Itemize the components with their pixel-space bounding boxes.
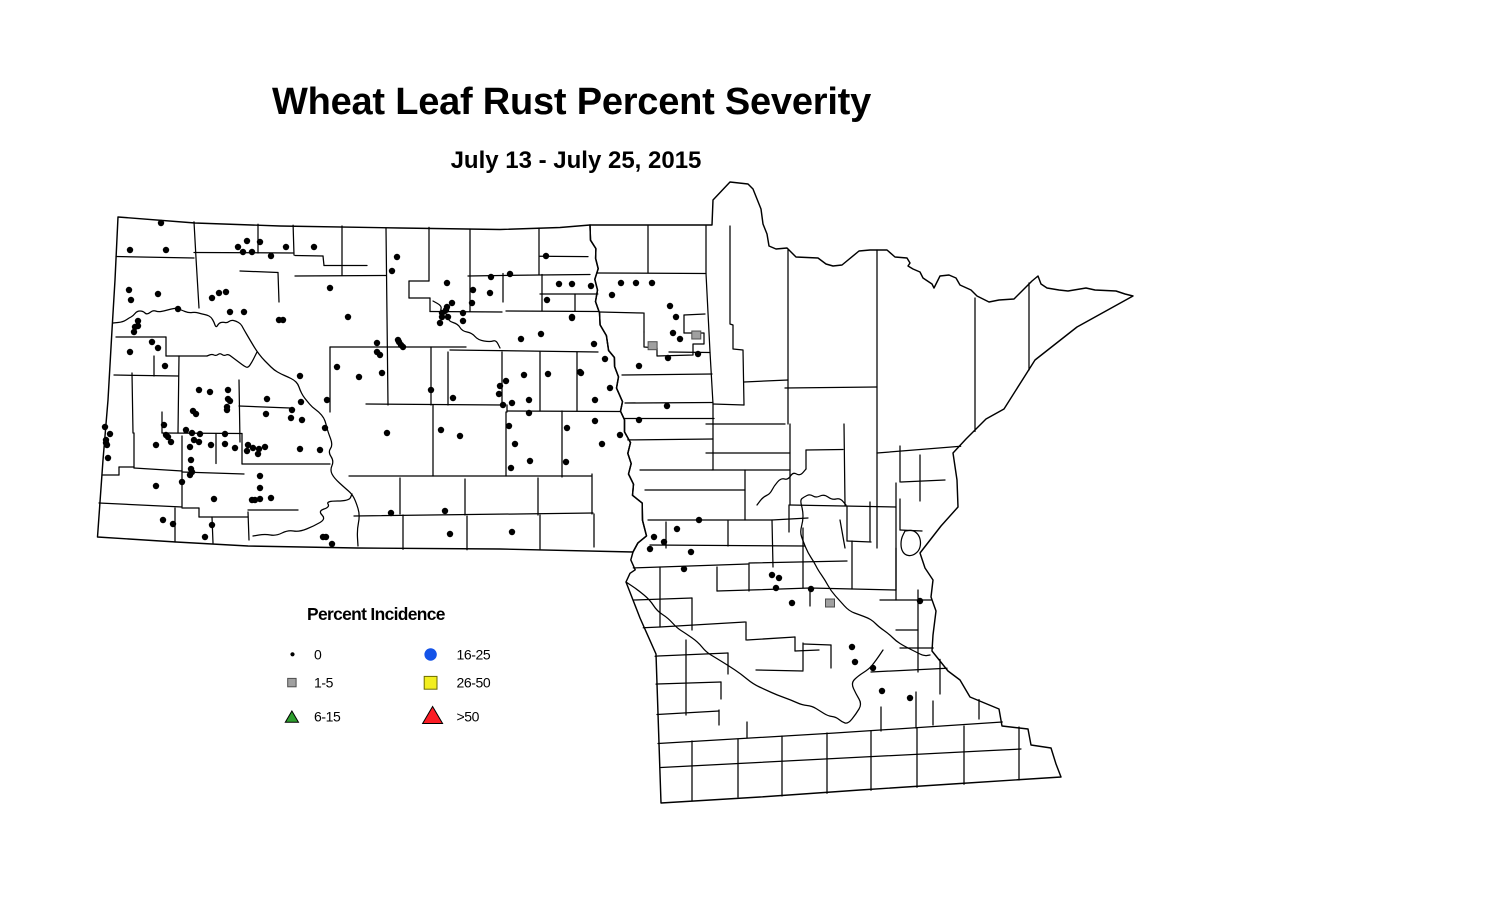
svg-text:July 13 - July 25, 2015: July 13 - July 25, 2015 xyxy=(451,147,702,174)
svg-text:Percent Incidence: Percent Incidence xyxy=(307,604,446,624)
svg-text:Wheat Leaf Rust Percent Severi: Wheat Leaf Rust Percent Severity xyxy=(272,81,871,123)
svg-text:>50: >50 xyxy=(457,709,480,725)
svg-text:26-50: 26-50 xyxy=(457,675,491,691)
svg-text:1-5: 1-5 xyxy=(314,675,334,691)
svg-text:6-15: 6-15 xyxy=(314,709,341,725)
svg-text:0: 0 xyxy=(314,646,322,662)
svg-text:16-25: 16-25 xyxy=(457,646,491,662)
